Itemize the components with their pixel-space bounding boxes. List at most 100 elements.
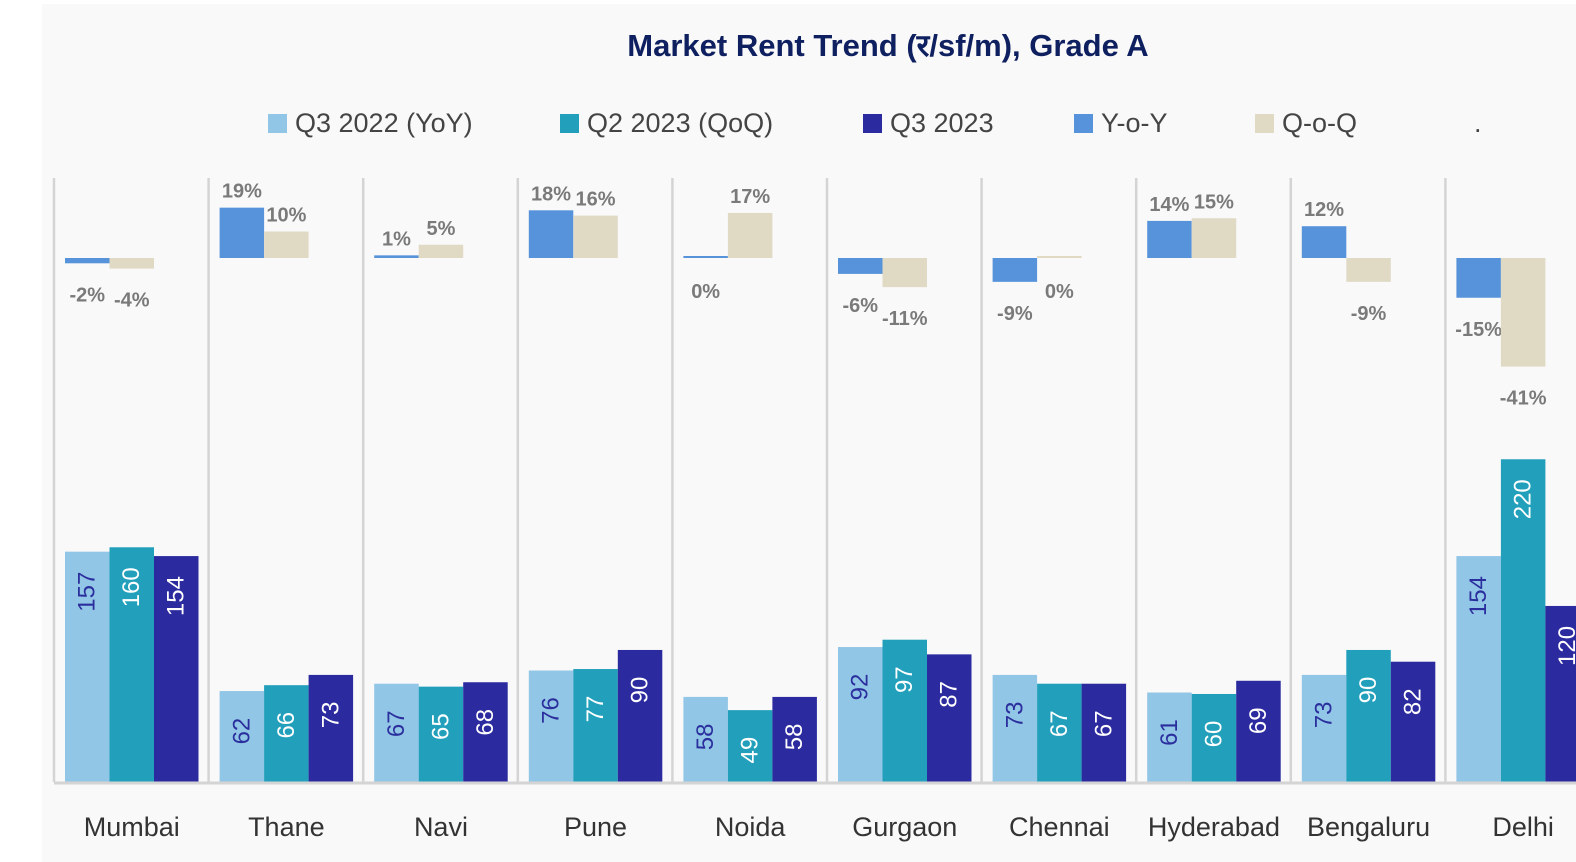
value-label-q3-2023-delhi: 120 xyxy=(1554,626,1576,666)
value-bar-q3-2023-delhi xyxy=(1545,605,1576,782)
category-label-thane: Thane xyxy=(248,812,325,842)
value-label-q3-2023-chennai: 67 xyxy=(1090,710,1117,737)
value-label-q2-2023-qoq-delhi: 220 xyxy=(1510,479,1537,519)
legend-extra: . xyxy=(1474,108,1482,138)
value-label-q3-2023-navi: 68 xyxy=(472,709,499,736)
value-bar-q3-2023-noida xyxy=(772,696,817,782)
value-bar-q3-2023-hyderabad xyxy=(1236,680,1281,782)
value-bar-q2-2023-qoq-delhi xyxy=(1500,459,1546,782)
legend-swatch-y-o-y xyxy=(1074,114,1093,133)
category-label-mumbai: Mumbai xyxy=(84,812,180,842)
category-label-gurgaon: Gurgaon xyxy=(852,812,957,842)
change-bar-q-o-q-thane xyxy=(264,231,309,258)
value-bar-q3-2023-navi xyxy=(463,682,508,782)
value-bar-q2-2023-qoq-gurgaon xyxy=(882,639,927,782)
change-bar-y-o-y-delhi xyxy=(1456,258,1501,298)
legend-swatch-q2-2023-qoq xyxy=(560,114,579,133)
category-separators xyxy=(52,178,1447,782)
legend-label-q3-2023: Q3 2023 xyxy=(890,108,994,138)
value-bar-q3-2022-yoy-hyderabad xyxy=(1147,692,1192,782)
value-bar-q2-2023-qoq-pune xyxy=(573,669,618,782)
value-bar-q3-2022-yoy-chennai xyxy=(992,674,1038,782)
category-label-hyderabad: Hyderabad xyxy=(1148,812,1280,842)
value-bar-q2-2023-qoq-thane xyxy=(264,685,309,782)
value-label-q2-2023-qoq-gurgaon: 97 xyxy=(891,666,918,693)
value-bar-q3-2022-yoy-noida xyxy=(683,696,728,782)
change-bar-q-o-q-hyderabad xyxy=(1191,218,1237,258)
value-bar-q2-2023-qoq-bengaluru xyxy=(1346,649,1391,782)
legend-label-y-o-y: Y-o-Y xyxy=(1101,108,1168,138)
value-label-q3-2023-hyderabad: 69 xyxy=(1245,707,1272,734)
value-bar-q3-2022-yoy-navi xyxy=(374,683,419,782)
change-bars: -2% -4% 19%10% 1% 5% 18% 16% 0% 17% -6%-11% -9% 0% 1… xyxy=(65,181,1547,410)
value-bars: 157 160 154 62 66 73 67 65 68 76 77 90 58 49 58 92 97 87 7… xyxy=(65,459,1576,782)
value-label-q3-2022-yoy-gurgaon: 92 xyxy=(847,674,874,701)
change-label-q-o-q-mumbai: -4% xyxy=(114,290,150,312)
value-label-q3-2022-yoy-noida: 58 xyxy=(692,724,719,751)
change-label-y-o-y-mumbai: -2% xyxy=(69,284,105,306)
change-label-y-o-y-pune: 18% xyxy=(531,183,571,205)
change-label-q-o-q-pune: 16% xyxy=(576,189,616,211)
change-bar-y-o-y-mumbai xyxy=(65,258,110,264)
value-label-q3-2023-bengaluru: 82 xyxy=(1400,688,1427,715)
change-label-q-o-q-gurgaon: -11% xyxy=(882,308,928,330)
change-label-y-o-y-noida: 0% xyxy=(691,281,720,303)
change-bar-q-o-q-pune xyxy=(573,215,618,258)
category-label-noida: Noida xyxy=(715,812,787,842)
value-bar-q3-2022-yoy-pune xyxy=(528,670,574,782)
value-bar-q2-2023-qoq-mumbai xyxy=(109,547,154,782)
value-bar-q3-2022-yoy-bengaluru xyxy=(1301,674,1347,782)
change-label-y-o-y-bengaluru: 12% xyxy=(1304,199,1344,221)
change-bar-y-o-y-noida xyxy=(683,256,728,258)
category-label-navi: Navi xyxy=(414,812,468,842)
value-label-q2-2023-qoq-pune: 77 xyxy=(582,696,609,723)
value-bar-q3-2022-yoy-gurgaon xyxy=(838,647,883,782)
value-label-q2-2023-qoq-thane: 66 xyxy=(273,712,300,739)
category-labels: Mumbai Thane Navi Pune Noida Gurgaon Chennai Hy… xyxy=(84,812,1554,842)
value-label-q3-2022-yoy-chennai: 73 xyxy=(1001,702,1028,729)
change-bar-y-o-y-gurgaon xyxy=(838,258,883,274)
chart-title: Market Rent Trend (र/sf/m), Grade A xyxy=(627,28,1148,63)
value-bar-q2-2023-qoq-noida xyxy=(727,710,773,782)
value-bar-q3-2023-gurgaon xyxy=(927,654,972,782)
change-bar-y-o-y-navi xyxy=(374,255,419,258)
value-bar-q2-2023-qoq-hyderabad xyxy=(1191,693,1237,782)
value-bar-q3-2023-mumbai xyxy=(154,556,199,782)
value-label-q3-2023-noida: 58 xyxy=(781,724,808,751)
value-label-q3-2023-thane: 73 xyxy=(317,702,344,729)
change-label-y-o-y-delhi: -15% xyxy=(1455,319,1502,341)
value-label-q3-2022-yoy-navi: 67 xyxy=(383,710,410,737)
value-label-q3-2022-yoy-bengaluru: 73 xyxy=(1311,702,1338,729)
change-bar-y-o-y-chennai xyxy=(992,258,1038,282)
change-label-y-o-y-hyderabad: 14% xyxy=(1149,194,1189,216)
value-bar-q3-2023-bengaluru xyxy=(1390,661,1436,782)
value-label-q3-2023-mumbai: 154 xyxy=(163,576,190,616)
value-bar-q3-2023-thane xyxy=(308,674,354,782)
change-label-y-o-y-navi: 1% xyxy=(382,228,411,250)
value-bar-q3-2023-chennai xyxy=(1081,683,1127,782)
change-bar-q-o-q-bengaluru xyxy=(1346,258,1391,282)
value-label-q3-2022-yoy-delhi: 154 xyxy=(1465,576,1492,616)
change-bar-y-o-y-bengaluru xyxy=(1301,226,1347,258)
change-label-q-o-q-hyderabad: 15% xyxy=(1194,191,1234,213)
change-label-q-o-q-chennai: 0% xyxy=(1045,281,1074,303)
value-label-q2-2023-qoq-mumbai: 160 xyxy=(118,567,145,607)
value-bar-q3-2022-yoy-thane xyxy=(219,691,265,782)
change-bar-q-o-q-navi xyxy=(418,244,464,258)
change-bar-q-o-q-chennai xyxy=(1037,256,1082,258)
value-bar-q3-2022-yoy-delhi xyxy=(1456,556,1501,782)
change-label-q-o-q-noida: 17% xyxy=(730,186,770,208)
legend-label-q2-2023-qoq: Q2 2023 (QoQ) xyxy=(587,108,773,138)
change-label-y-o-y-thane: 19% xyxy=(222,181,262,203)
category-label-chennai: Chennai xyxy=(1009,812,1110,842)
change-label-q-o-q-navi: 5% xyxy=(426,218,455,240)
value-bar-q2-2023-qoq-navi xyxy=(418,686,464,782)
category-label-delhi: Delhi xyxy=(1492,812,1554,842)
change-label-y-o-y-chennai: -9% xyxy=(997,303,1033,325)
category-label-pune: Pune xyxy=(564,812,627,842)
change-label-y-o-y-gurgaon: -6% xyxy=(842,295,878,317)
value-label-q3-2022-yoy-hyderabad: 61 xyxy=(1156,719,1183,746)
value-label-q3-2022-yoy-pune: 76 xyxy=(538,697,565,724)
legend: Q3 2022 (YoY) Q2 2023 (QoQ) Q3 2023 Y-o-Y Q-… xyxy=(268,108,1482,138)
